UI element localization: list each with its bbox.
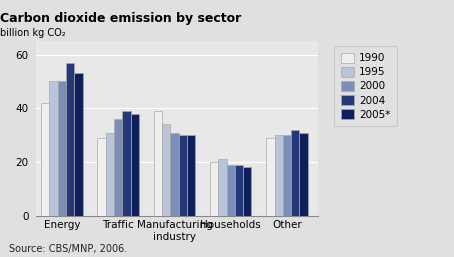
Bar (210, 162, 218, 216)
Bar (122, 111, 131, 216)
Bar (74, 74, 83, 216)
Bar (58, 81, 66, 216)
Bar (275, 135, 283, 216)
Bar (162, 124, 170, 216)
Bar (283, 135, 291, 216)
Text: Carbon dioxide emission by sector: Carbon dioxide emission by sector (0, 12, 241, 25)
Bar (106, 133, 114, 216)
Bar (170, 133, 178, 216)
Bar (97, 138, 106, 216)
Bar (300, 133, 308, 216)
Bar (218, 159, 227, 216)
Bar (41, 103, 49, 216)
Bar (131, 114, 139, 216)
Text: Source: CBS/MNP, 2006.: Source: CBS/MNP, 2006. (9, 244, 127, 254)
Bar (187, 135, 195, 216)
Bar (266, 138, 275, 216)
Bar (178, 135, 187, 216)
Legend: 1990, 1995, 2000, 2004, 2005*: 1990, 1995, 2000, 2004, 2005* (334, 46, 397, 126)
Bar (243, 168, 252, 216)
Bar (153, 111, 162, 216)
Text: billion kg CO₂: billion kg CO₂ (0, 27, 65, 38)
Bar (235, 165, 243, 216)
Bar (291, 130, 300, 216)
Bar (49, 81, 58, 216)
Bar (227, 165, 235, 216)
Bar (114, 119, 122, 216)
Bar (66, 63, 74, 216)
